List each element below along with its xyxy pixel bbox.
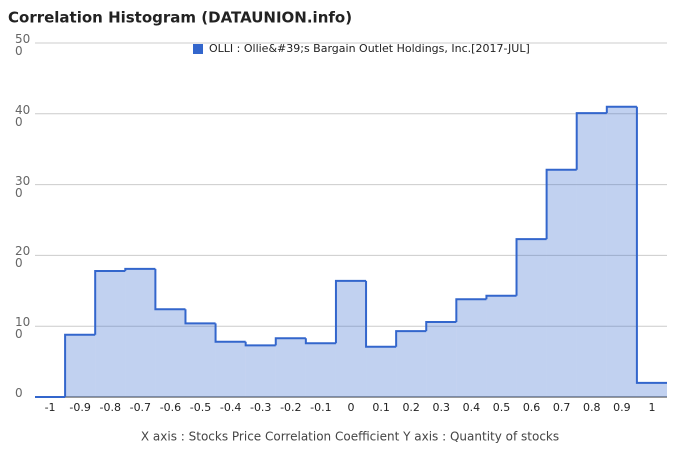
x-tick-label: 0 — [348, 401, 355, 414]
histogram-bar — [366, 346, 397, 397]
bar-outline — [244, 341, 276, 347]
x-axis-label: X axis : Stocks Price Correlation Coeffi… — [141, 430, 559, 444]
x-tick-label: 1 — [648, 401, 655, 414]
histogram-bar — [426, 321, 457, 397]
y-tick-label: 0 — [15, 386, 23, 400]
bar-outline — [304, 338, 336, 345]
x-tick-label: -0.9 — [69, 401, 90, 414]
bar-outline — [94, 269, 126, 335]
x-tick-label: -0.5 — [190, 401, 211, 414]
y-tick-label: 200 — [15, 244, 31, 271]
bar-outline — [545, 168, 577, 240]
bar-outline — [64, 333, 96, 397]
histogram-bar — [215, 341, 246, 397]
x-tick-label: 0.2 — [402, 401, 420, 414]
x-tick-label: -0.3 — [250, 401, 271, 414]
histogram-bar — [245, 345, 276, 397]
histogram-bar — [125, 268, 156, 397]
bar-outline — [124, 267, 156, 271]
histogram-bar — [305, 343, 336, 397]
histogram-bar — [576, 113, 607, 397]
bar-outline — [395, 330, 427, 347]
y-tick-label: 300 — [15, 173, 31, 200]
y-tick-label: 400 — [15, 102, 31, 129]
y-tick-label: 500 — [15, 32, 31, 58]
x-tick-label: 0.8 — [583, 401, 601, 414]
x-tick-label: -0.2 — [280, 401, 301, 414]
histogram-bar — [185, 323, 216, 397]
x-tick-label: 0.7 — [553, 401, 571, 414]
bar-outline — [485, 294, 517, 300]
bar-outline — [154, 268, 186, 311]
bar-outline — [515, 238, 547, 296]
histogram-bar — [456, 299, 487, 397]
x-tick-label: -0.6 — [160, 401, 181, 414]
legend-swatch — [193, 44, 203, 54]
histogram-bar — [65, 334, 96, 397]
histogram-bar — [95, 270, 126, 397]
x-tick-label: 0.4 — [463, 401, 481, 414]
x-tick-label: 0.9 — [613, 401, 631, 414]
x-tick-label: -1 — [45, 401, 56, 414]
histogram-bar — [636, 382, 667, 397]
bar-outline — [334, 279, 367, 344]
y-tick-label: 100 — [15, 315, 31, 342]
histogram-bar — [486, 295, 517, 397]
x-tick-label: -0.7 — [130, 401, 151, 414]
x-tick-label: 0.3 — [433, 401, 451, 414]
bar-outline — [214, 323, 246, 343]
bar-outline — [184, 309, 216, 325]
x-tick-label: 0.5 — [493, 401, 511, 414]
histogram-bar — [155, 309, 186, 397]
histogram-bar — [275, 338, 306, 397]
histogram-bar — [396, 331, 427, 397]
bar-outline — [425, 320, 457, 332]
bar-outline — [575, 112, 607, 170]
histogram-bar — [516, 239, 547, 397]
bar-outline — [365, 280, 397, 348]
x-tick-label: -0.8 — [100, 401, 121, 414]
x-tick-label: -0.1 — [310, 401, 331, 414]
bar-outline — [455, 298, 487, 322]
bar-outline — [274, 337, 306, 346]
x-tick-label: -0.4 — [220, 401, 241, 414]
legend-label: OLLI : Ollie&#39;s Bargain Outlet Holdin… — [209, 42, 530, 55]
x-tick-label: 0.6 — [523, 401, 541, 414]
histogram-bar — [335, 280, 367, 397]
histogram-bar — [606, 106, 637, 397]
histogram-bar — [546, 169, 577, 397]
bar-outline — [605, 105, 637, 114]
chart-title: Correlation Histogram (DATAUNION.info) — [8, 9, 352, 27]
bar-outline — [635, 106, 667, 384]
x-tick-label: 0.1 — [372, 401, 390, 414]
